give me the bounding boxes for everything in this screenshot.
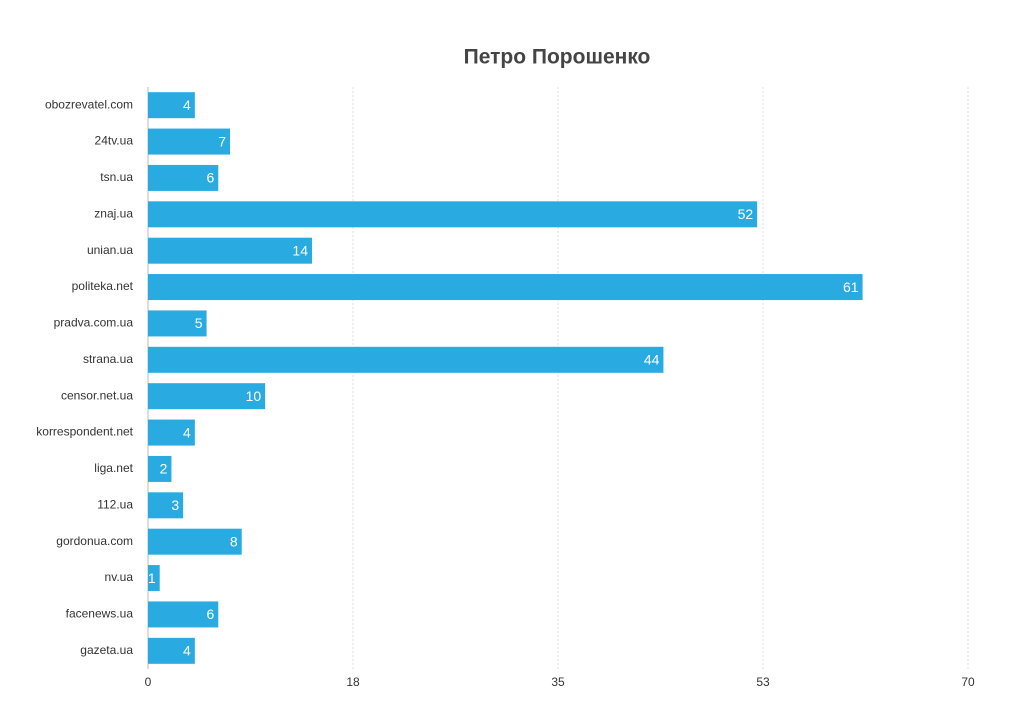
y-tick-label: liga.net bbox=[94, 461, 133, 475]
x-tick-label: 0 bbox=[145, 675, 152, 689]
bar bbox=[148, 346, 664, 373]
value-label: 6 bbox=[206, 606, 214, 622]
y-tick-label: 112.ua bbox=[97, 497, 133, 511]
y-tick-label: znaj.ua bbox=[94, 206, 133, 220]
bar bbox=[148, 455, 172, 482]
x-tick-label: 35 bbox=[551, 675, 565, 689]
value-label: 2 bbox=[160, 461, 168, 477]
value-label: 1 bbox=[148, 570, 156, 586]
value-label: 6 bbox=[206, 170, 214, 186]
x-tick-label: 53 bbox=[756, 675, 770, 689]
y-tick-label: gazeta.ua bbox=[80, 643, 133, 657]
value-label: 8 bbox=[230, 533, 238, 549]
value-label: 4 bbox=[183, 97, 191, 113]
bar bbox=[148, 601, 219, 628]
value-label: 4 bbox=[183, 424, 191, 440]
value-label: 61 bbox=[843, 279, 859, 295]
y-tick-label: censor.net.ua bbox=[61, 388, 133, 402]
value-label: 3 bbox=[171, 497, 179, 513]
value-label: 44 bbox=[644, 352, 660, 368]
y-tick-label: unian.ua bbox=[87, 243, 133, 257]
y-tick-label: nv.ua bbox=[105, 570, 134, 584]
bar bbox=[148, 274, 863, 301]
bar bbox=[148, 310, 207, 337]
bar bbox=[148, 201, 758, 228]
x-tick-label: 18 bbox=[346, 675, 360, 689]
y-tick-label: pradva.com.ua bbox=[54, 316, 134, 330]
value-label: 7 bbox=[218, 133, 226, 149]
bar bbox=[148, 237, 312, 264]
bar bbox=[148, 164, 219, 191]
y-tick-label: tsn.ua bbox=[100, 170, 133, 184]
value-label: 52 bbox=[738, 206, 754, 222]
bar bbox=[148, 637, 195, 664]
x-tick-label: 70 bbox=[961, 675, 975, 689]
value-label: 14 bbox=[292, 242, 308, 258]
y-tick-label: strana.ua bbox=[83, 352, 133, 366]
y-tick-label: 24tv.ua bbox=[95, 134, 134, 148]
value-label: 10 bbox=[246, 388, 262, 404]
y-tick-label: korrespondent.net bbox=[36, 425, 133, 439]
bar bbox=[148, 92, 195, 119]
chart-title: Петро Порошенко bbox=[464, 46, 651, 69]
y-tick-label: gordonua.com bbox=[56, 534, 133, 548]
value-label: 4 bbox=[183, 643, 191, 659]
bar bbox=[148, 528, 242, 555]
bar bbox=[148, 419, 195, 446]
bar bbox=[148, 492, 184, 519]
bar bbox=[148, 383, 266, 410]
bar bbox=[148, 565, 160, 592]
y-tick-label: facenews.ua bbox=[66, 607, 134, 621]
value-label: 5 bbox=[195, 315, 203, 331]
y-tick-label: obozrevatel.com bbox=[45, 97, 133, 111]
y-tick-label: politeka.net bbox=[72, 279, 134, 293]
bar bbox=[148, 128, 230, 155]
